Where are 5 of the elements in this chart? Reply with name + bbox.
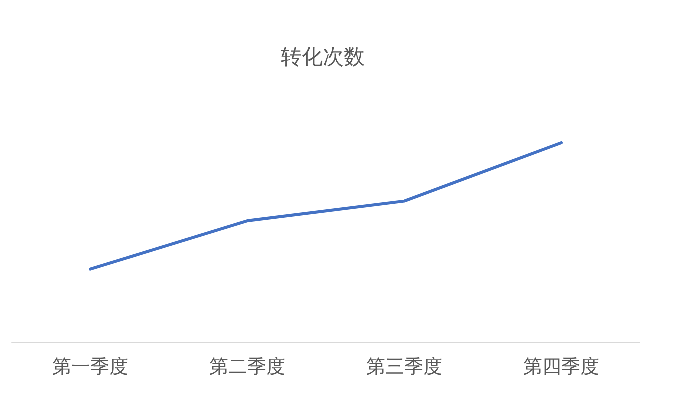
x-tick-label: 第二季度 (210, 356, 286, 378)
chart-title: 转化次数 (281, 46, 365, 69)
x-tick-label: 第三季度 (366, 356, 442, 378)
x-tick-label: 第一季度 (52, 356, 128, 378)
x-tick-label: 第四季度 (524, 356, 600, 378)
